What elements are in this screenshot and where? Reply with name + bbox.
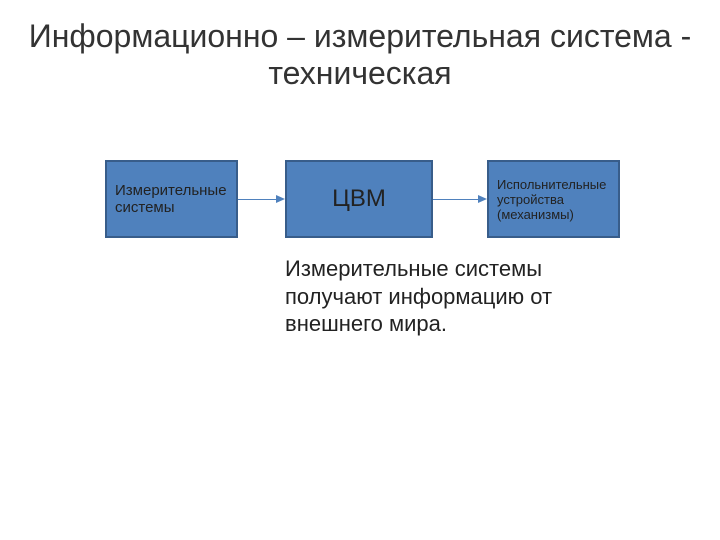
flow-arrow-1-line bbox=[433, 199, 478, 200]
flow-arrow-0-head bbox=[276, 195, 285, 203]
flow-arrow-0-line bbox=[238, 199, 276, 200]
flow-node-exec-label: Испольнительные устройства (механизмы) bbox=[489, 177, 618, 222]
slide-title: Информационно – измерительная система - … bbox=[0, 18, 720, 92]
flow-node-meas-label: Измерительные системы bbox=[107, 182, 236, 216]
flow-node-meas: Измерительные системы bbox=[105, 160, 238, 238]
description-text: Измерительные системы получают информаци… bbox=[285, 255, 640, 338]
flow-node-exec: Испольнительные устройства (механизмы) bbox=[487, 160, 620, 238]
flow-arrow-1-head bbox=[478, 195, 487, 203]
flow-node-cvm: ЦВМ bbox=[285, 160, 433, 238]
flow-node-cvm-label: ЦВМ bbox=[287, 185, 431, 213]
